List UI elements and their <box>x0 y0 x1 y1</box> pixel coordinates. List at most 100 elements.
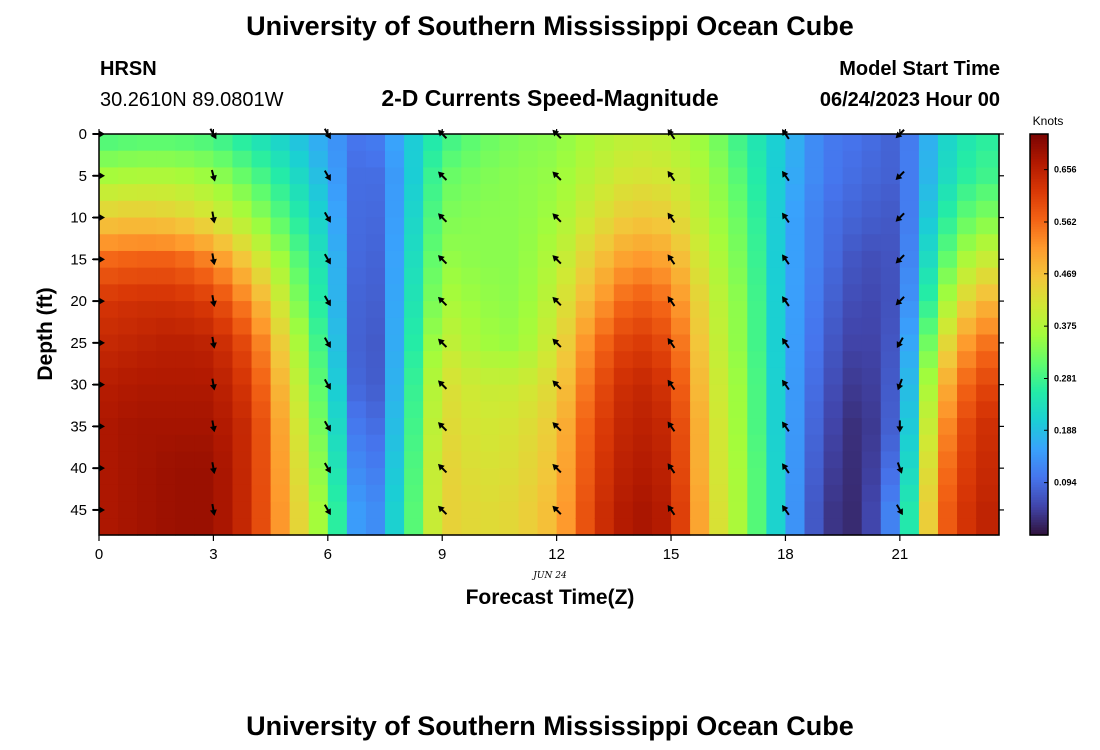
heatmap-cell <box>423 401 443 419</box>
heatmap-cell <box>651 217 672 235</box>
heatmap-cell <box>308 484 329 503</box>
heatmap-cell <box>957 217 977 235</box>
heatmap-cell <box>575 451 596 469</box>
heatmap-cell <box>594 468 615 486</box>
heatmap-cell <box>175 184 195 202</box>
heatmap-cell <box>499 150 520 169</box>
heatmap-cell <box>423 217 443 235</box>
heatmap-cell <box>156 301 176 319</box>
heatmap-cell <box>232 134 253 152</box>
x-tick-label: 15 <box>663 546 680 563</box>
heatmap-cell <box>232 351 253 369</box>
heatmap-cell <box>175 484 195 503</box>
heatmap-cell <box>785 401 806 419</box>
heatmap-cell <box>194 150 215 169</box>
heatmap-cell <box>976 134 996 152</box>
heatmap-cell <box>365 134 386 152</box>
heatmap-cell <box>766 200 787 219</box>
colorbar-segment <box>1030 487 1048 491</box>
current-vector <box>896 378 904 391</box>
heatmap-cell <box>728 367 748 386</box>
heatmap-cell <box>823 250 844 269</box>
heatmap-cell <box>861 484 882 503</box>
heatmap-cell <box>651 334 672 352</box>
current-vector <box>895 254 905 264</box>
colorbar-segment <box>1030 204 1048 208</box>
heatmap-cell <box>594 367 615 386</box>
model-start-label: Model Start Time <box>839 58 1000 80</box>
colorbar-segment <box>1030 519 1048 524</box>
colorbar-segment <box>1030 291 1048 295</box>
heatmap-cell <box>404 501 424 519</box>
heatmap-cell <box>461 334 481 352</box>
heatmap-cell <box>423 367 443 386</box>
heatmap-cell <box>785 518 806 536</box>
heatmap-cell <box>937 468 958 486</box>
heatmap-cell <box>899 484 920 503</box>
heatmap-cell <box>423 301 443 319</box>
plot-frame <box>98 133 1000 536</box>
heatmap-cell <box>747 384 767 402</box>
heatmap-cell <box>461 184 481 202</box>
heatmap-cell <box>99 518 119 536</box>
heatmap-cell <box>537 301 558 319</box>
heatmap-cell <box>556 434 577 453</box>
heatmap-cell <box>442 451 462 469</box>
colorbar-segment <box>1030 457 1048 461</box>
heatmap-cell <box>480 301 501 319</box>
heatmap-cell <box>575 217 596 235</box>
heatmap-cell <box>690 367 710 386</box>
heatmap-cell <box>613 451 634 469</box>
heatmap-cell <box>861 301 882 319</box>
current-vector <box>667 379 676 391</box>
heatmap-cell <box>137 250 157 269</box>
colorbar-segment <box>1030 499 1048 504</box>
heatmap-cell <box>175 301 195 319</box>
heatmap-cell <box>175 451 195 469</box>
heatmap-cell <box>632 267 653 285</box>
heatmap-cell <box>480 184 501 202</box>
current-vector <box>437 380 448 390</box>
heatmap-cell <box>537 484 558 503</box>
heatmap-cell <box>194 518 215 536</box>
heatmap-cell <box>423 501 443 519</box>
colorbar-segment <box>1030 422 1048 426</box>
heatmap-cell <box>537 284 558 302</box>
colorbar-segment <box>1030 399 1048 403</box>
heatmap-cell <box>957 200 977 219</box>
heatmap-cell <box>499 317 520 336</box>
colorbar-segment <box>1030 474 1048 478</box>
heatmap-cell <box>270 518 291 536</box>
heatmap-cell <box>995 184 1000 202</box>
heatmap-cell <box>709 150 729 169</box>
heatmap-cell <box>194 284 215 302</box>
heatmap-cell <box>232 184 253 202</box>
heatmap-cell <box>404 234 424 252</box>
colorbar-segment <box>1030 229 1048 233</box>
heatmap-cell <box>995 334 1000 352</box>
heatmap-cell <box>842 401 863 419</box>
heatmap-cell <box>976 150 996 169</box>
heatmap-cell <box>613 484 634 503</box>
heatmap-cell <box>365 367 386 386</box>
heatmap-cell <box>289 418 310 436</box>
heatmap-cell <box>995 217 1000 235</box>
colorbar-tick-label: 0.375 <box>1054 321 1077 331</box>
heatmap-cell <box>518 451 539 469</box>
heatmap-cell <box>861 351 882 369</box>
heatmap-cell <box>499 351 520 369</box>
y-tick-label: 20 <box>70 293 87 310</box>
heatmap-cell <box>270 367 291 386</box>
heatmap-cell <box>99 484 119 503</box>
heatmap-cell <box>594 150 615 169</box>
heatmap-cell <box>766 468 787 486</box>
heatmap-cell <box>156 434 176 453</box>
heatmap-cell <box>671 317 691 336</box>
heatmap-cell <box>842 217 863 235</box>
heatmap-cell <box>842 334 863 352</box>
heatmap-cell <box>976 267 996 285</box>
heatmap-cell <box>671 367 691 386</box>
heatmap-cell <box>442 167 462 185</box>
colorbar-segment <box>1030 369 1048 373</box>
heatmap-cell <box>385 284 405 302</box>
